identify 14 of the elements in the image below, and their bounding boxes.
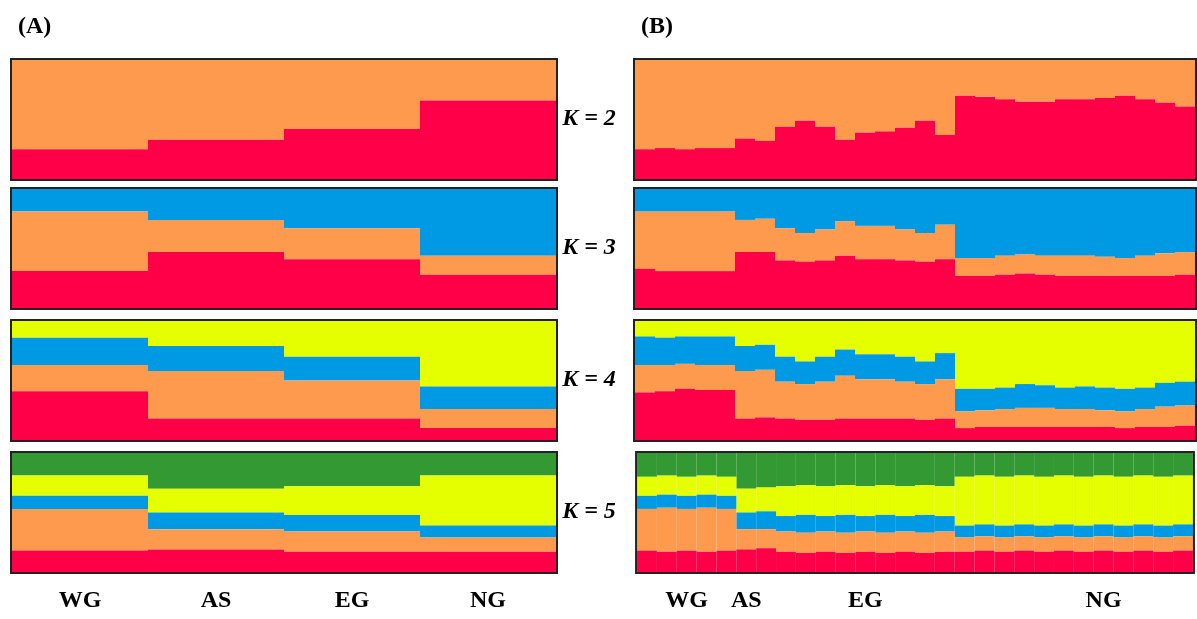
x-tick-label: WG xyxy=(58,585,102,612)
chart-title: (A) xyxy=(18,12,52,39)
y-axis-title: K = 4 xyxy=(561,365,617,392)
x-tick-label: EG xyxy=(334,585,370,612)
y-axis-title: K = 3 xyxy=(561,233,617,260)
chart-title: (B) xyxy=(641,12,673,39)
y-axis-title: K = 2 xyxy=(561,104,617,131)
x-tick-label: NG xyxy=(1085,585,1122,612)
x-tick-label: EG xyxy=(848,585,884,612)
x-tick-label: AS xyxy=(200,585,232,612)
x-tick-label: WG xyxy=(665,585,709,612)
x-tick-label: NG xyxy=(470,585,507,612)
y-axis-title: K = 5 xyxy=(561,497,617,524)
x-tick-label: AS xyxy=(730,585,762,612)
